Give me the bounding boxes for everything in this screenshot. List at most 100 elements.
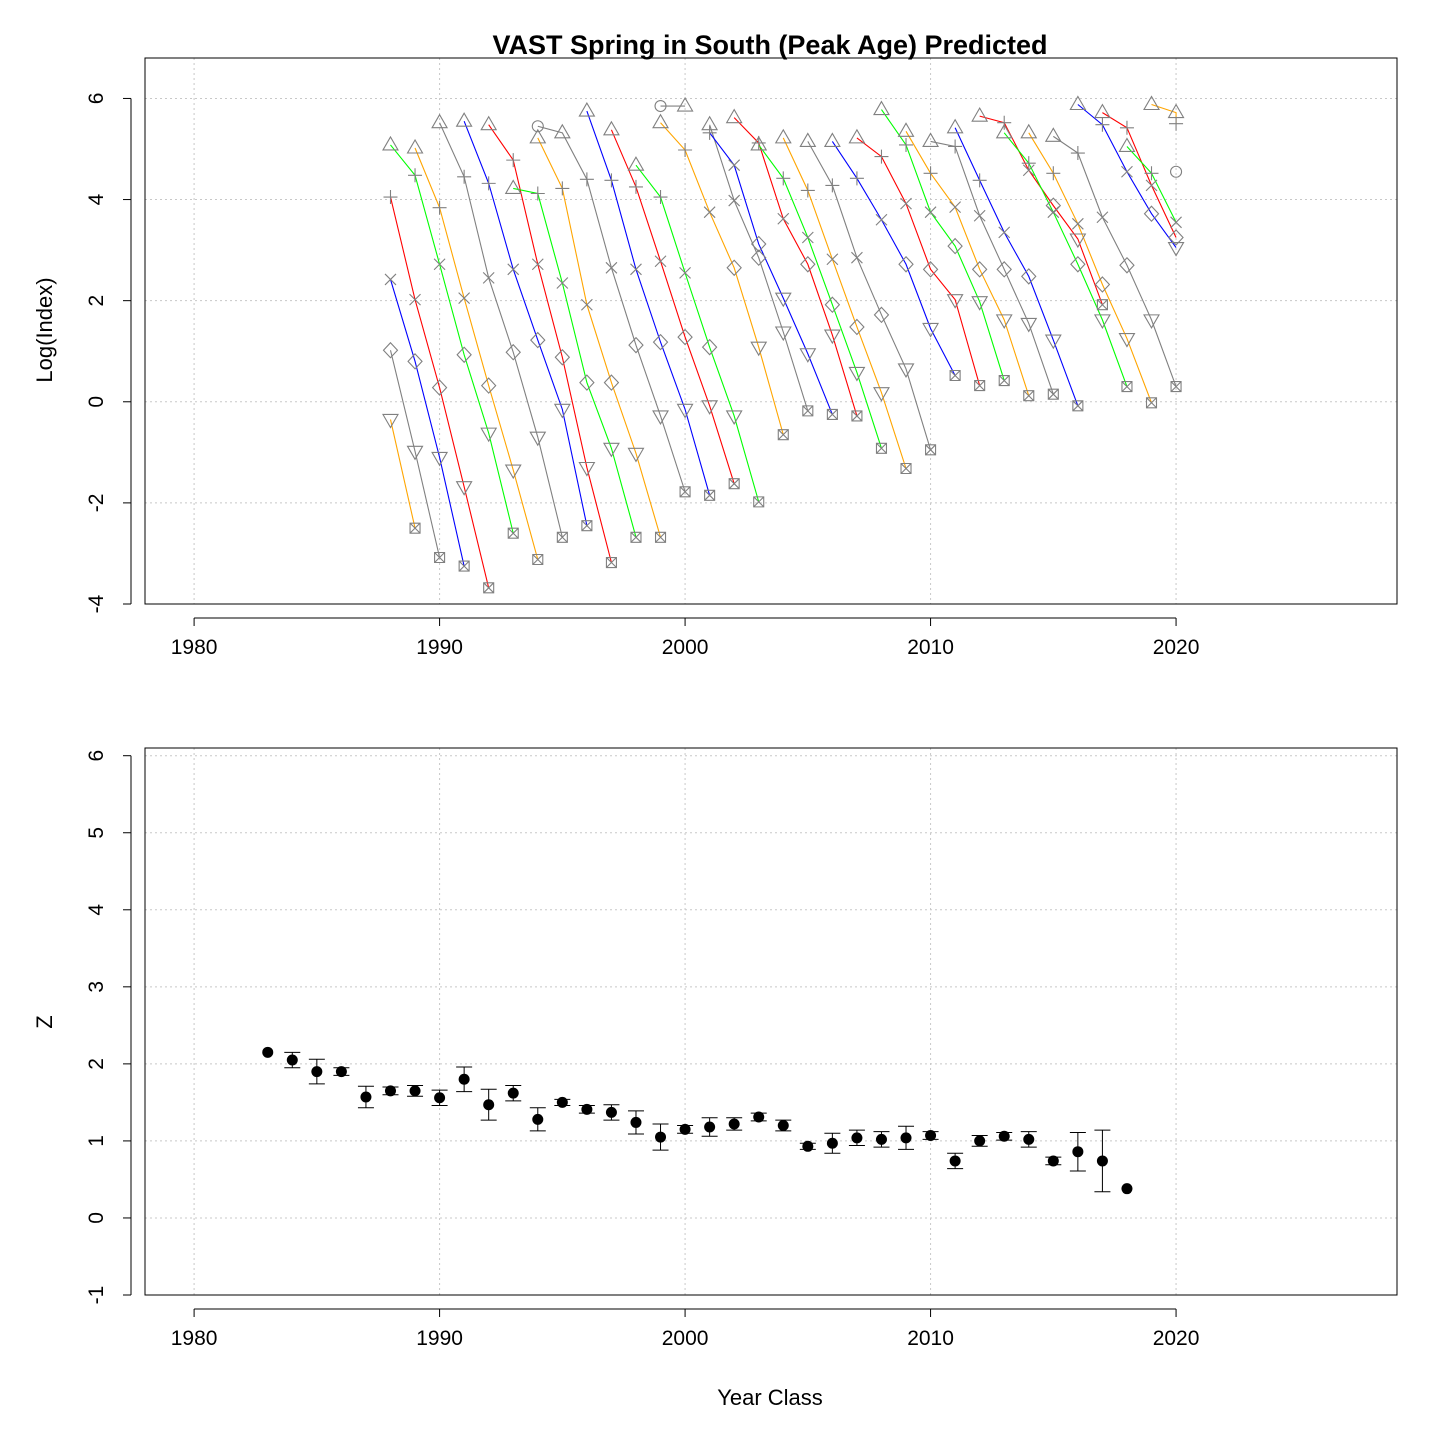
boxed-x-marker (1145, 397, 1158, 409)
top-y-tick-label: 2 (85, 295, 108, 307)
diamond-marker (1119, 256, 1135, 274)
bottom-panel-z: 1980 1990 2000 2010 2020 -1 0 1 2 3 4 5 6 Z Year Cl… (32, 747, 1398, 1410)
cohort-line (733, 117, 858, 417)
plus-marker (849, 171, 864, 186)
triangle-down-marker (1093, 314, 1111, 329)
boxed-x-marker (532, 553, 544, 566)
z-point (409, 1085, 421, 1097)
cross-marker (728, 159, 741, 172)
cross-marker (924, 206, 937, 219)
z-point (1047, 1155, 1059, 1167)
cross-marker (433, 258, 446, 271)
cohort-line (586, 110, 711, 496)
cohort-line (537, 137, 662, 538)
triangle-down-marker (455, 481, 473, 496)
diamond-marker (898, 255, 914, 273)
boxed-x-marker (1170, 381, 1182, 393)
bottom-gridlines (145, 748, 1397, 1296)
triangle-down-marker (602, 442, 620, 458)
diamond-marker (554, 348, 571, 366)
boxed-x-marker (728, 478, 740, 490)
cross-marker (1170, 216, 1182, 229)
bottom-x-tick-label: 2000 (662, 1327, 709, 1350)
triangle-up-marker (1118, 137, 1136, 153)
cohort-line (905, 131, 1030, 396)
top-x-tick-label: 2010 (907, 636, 954, 659)
triangle-up-marker (799, 132, 817, 147)
cross-marker (949, 201, 962, 214)
plus-marker (506, 153, 521, 168)
cohort-line (389, 279, 465, 567)
triangle-up-marker (676, 96, 694, 112)
plus-marker (628, 179, 643, 194)
boxed-x-marker (925, 444, 937, 456)
cohort-line (881, 109, 1005, 381)
z-point (360, 1091, 372, 1103)
bottom-error-bars (284, 1051, 1111, 1193)
triangle-up-marker (873, 100, 890, 116)
z-point (925, 1130, 937, 1142)
boxed-x-marker (1023, 390, 1035, 402)
cross-marker (1096, 211, 1109, 224)
plus-marker (530, 186, 545, 201)
boxed-x-marker (654, 531, 667, 543)
diamond-marker (456, 346, 472, 364)
plus-marker (776, 171, 791, 186)
diamond-marker (750, 249, 767, 267)
cohort-line (1028, 132, 1153, 403)
triangle-up-marker (578, 101, 596, 117)
diamond-marker (750, 235, 767, 253)
boxed-x-marker (434, 551, 446, 564)
z-point (434, 1092, 446, 1104)
cohort-line (758, 144, 882, 449)
boxed-x-marker (630, 531, 642, 543)
cohort-line (709, 124, 809, 412)
triangle-up-marker (971, 107, 989, 122)
cross-marker (900, 197, 912, 210)
cross-marker (605, 261, 618, 274)
z-point (998, 1130, 1010, 1142)
top-gridlines (145, 58, 1397, 605)
plus-marker (555, 181, 570, 196)
plus-marker (1070, 146, 1085, 161)
triangle-up-marker (946, 118, 964, 134)
z-point (556, 1096, 568, 1108)
triangle-up-marker (602, 120, 620, 136)
plus-marker (800, 183, 815, 198)
cross-marker (1071, 217, 1084, 230)
diamond-marker (873, 306, 890, 324)
bottom-y-axis: -1 0 1 2 3 4 5 6 (85, 750, 132, 1304)
triangle-down-marker (873, 387, 890, 402)
diamond-marker (971, 261, 988, 278)
diamond-marker (824, 296, 841, 314)
cross-marker (679, 266, 691, 279)
z-point (875, 1133, 887, 1145)
diamond-marker (603, 374, 620, 391)
triangle-down-marker (504, 464, 522, 480)
triangle-up-marker (1069, 95, 1087, 111)
cohort-line (660, 122, 784, 435)
triangle-down-marker (1143, 314, 1160, 329)
triangle-down-marker (774, 326, 792, 342)
z-point (581, 1103, 593, 1115)
diamond-marker (922, 261, 939, 278)
diamond-marker (1070, 255, 1086, 273)
cohort-line (782, 137, 907, 469)
triangle-up-marker (431, 113, 449, 129)
cohort-line (856, 137, 981, 386)
cross-marker (1047, 206, 1060, 219)
triangle-up-marker (774, 128, 792, 144)
cross-marker (973, 209, 986, 222)
triangle-up-marker (1044, 127, 1062, 142)
boxed-x-marker (777, 429, 789, 441)
bottom-x-tick-label: 2010 (907, 1327, 954, 1350)
diamond-marker (1143, 205, 1160, 223)
cross-marker (851, 251, 863, 264)
z-point (286, 1054, 298, 1066)
plus-marker (1119, 120, 1134, 135)
triangle-down-marker (1044, 334, 1062, 350)
plus-marker (604, 173, 619, 188)
plus-marker (481, 176, 496, 191)
cross-marker (703, 206, 716, 219)
triangle-down-marker (382, 413, 399, 429)
